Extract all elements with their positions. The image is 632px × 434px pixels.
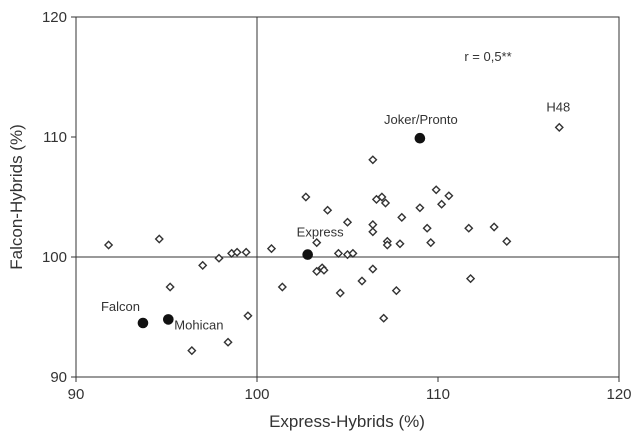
hybrid-point [243, 311, 253, 321]
hybrid-point [431, 185, 441, 195]
x-tick-label: 110 [426, 386, 450, 403]
hybrid-point [335, 288, 345, 298]
y-tick-label: 90 [50, 369, 67, 386]
hybrid-point [464, 223, 474, 233]
x-axis-ticks: 90 100 110 120 [68, 377, 632, 403]
parent-point [163, 314, 174, 325]
hybrid-point [368, 264, 378, 274]
y-tick-label: 110 [43, 129, 67, 146]
hybrid-point [301, 192, 311, 202]
hybrid-point [368, 227, 378, 237]
hybrid-point [368, 155, 378, 165]
hybrid-point [382, 240, 392, 250]
point-label: Express [297, 225, 344, 240]
reference-lines [76, 17, 619, 377]
hybrid-point [312, 266, 322, 276]
point-labels: Falcon Mohican Express Joker/Pronto H48 [101, 99, 570, 332]
hybrid-point [397, 212, 407, 222]
parent-point [414, 132, 426, 144]
x-tick-label: 100 [244, 386, 269, 403]
hybrid-point [444, 191, 454, 201]
hybrid-point [380, 198, 391, 208]
point-label: Falcon [101, 299, 140, 314]
parent-point [302, 249, 313, 260]
hybrid-point [277, 282, 287, 292]
x-axis-title: Express-Hybrids (%) [269, 412, 425, 431]
hybrid-point [342, 217, 353, 227]
hybrid-point [187, 346, 197, 356]
correlation-annotation: r = 0,5** [464, 49, 511, 64]
y-axis-title: Falcon-Hybrids (%) [7, 124, 26, 269]
parent-point [137, 317, 149, 329]
x-tick-label: 90 [68, 386, 85, 403]
hybrid-point [165, 282, 175, 292]
hybrid-point [266, 244, 277, 254]
hybrid-point [232, 247, 242, 257]
hybrid-point [554, 122, 564, 132]
hybrid-point [312, 238, 322, 248]
hybrid-point [437, 199, 447, 209]
hybrid-point [198, 260, 208, 270]
data-points [103, 122, 564, 356]
hybrid-point [214, 253, 224, 263]
point-label: Mohican [174, 317, 223, 332]
hybrid-point [368, 220, 378, 230]
hybrid-point [223, 337, 233, 347]
hybrid-point [154, 234, 164, 244]
hybrid-point [241, 247, 251, 257]
hybrid-point [357, 276, 367, 286]
y-tick-label: 100 [42, 249, 67, 266]
hybrid-point [465, 274, 476, 284]
point-label: H48 [546, 99, 570, 114]
y-tick-label: 120 [42, 9, 67, 26]
hybrid-point [379, 313, 389, 323]
hybrid-point [323, 205, 333, 215]
hybrid-point [426, 238, 436, 248]
hybrid-point [502, 236, 512, 246]
hybrid-point [333, 248, 344, 258]
hybrid-point [395, 239, 405, 249]
hybrid-point [103, 240, 114, 250]
y-axis-ticks: 90 100 110 120 [42, 9, 76, 386]
hybrid-point [377, 192, 387, 202]
hybrid-point [319, 265, 329, 275]
hybrid-point [348, 248, 358, 258]
hybrid-point [422, 223, 432, 233]
plot-frame [75, 16, 620, 378]
hybrid-point [415, 203, 425, 213]
hybrid-point [489, 222, 499, 232]
hybrid-point [391, 286, 401, 296]
x-tick-label: 120 [606, 386, 631, 403]
point-label: Joker/Pronto [384, 112, 458, 127]
